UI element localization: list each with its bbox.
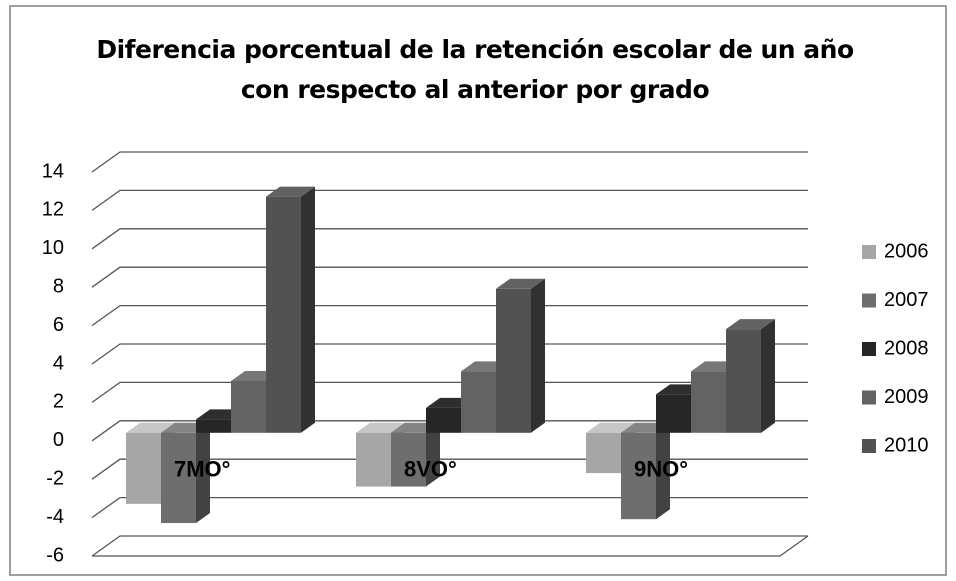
grid-line	[91, 266, 808, 288]
legend-swatch	[862, 293, 876, 308]
legend-label: 2009	[884, 386, 929, 408]
bar-front	[126, 432, 161, 504]
grid-line	[91, 420, 808, 442]
bar-front	[726, 329, 761, 433]
bar-side	[426, 422, 440, 487]
grid-line	[91, 343, 808, 365]
chart-title: Diferencia porcentual de la retención es…	[96, 35, 854, 104]
legend-label: 2007	[884, 289, 929, 311]
bar-front	[391, 432, 426, 487]
category-label: 7MO°	[174, 457, 230, 482]
y-tick-label: 6	[53, 314, 64, 336]
bar-front	[426, 407, 461, 433]
bar-side	[761, 319, 775, 433]
legend-swatch	[862, 245, 876, 259]
bar-front	[196, 419, 231, 433]
y-tick-label: 0	[53, 429, 64, 451]
y-tick-label: 12	[42, 199, 64, 221]
grid-line	[91, 228, 808, 250]
grid-line	[91, 535, 808, 557]
bar-front	[691, 371, 726, 433]
y-tick-label: -6	[46, 544, 64, 566]
bar	[496, 278, 545, 433]
grid-line	[91, 304, 808, 327]
bar	[161, 422, 210, 524]
bar-front	[621, 432, 656, 520]
y-tick-label: 4	[53, 352, 64, 374]
bar-top	[496, 278, 545, 289]
bar-front	[356, 432, 391, 487]
bar-front	[161, 432, 196, 524]
bar-top	[726, 319, 775, 330]
grid-line	[91, 458, 808, 480]
floor-edge	[92, 535, 809, 557]
legend-swatch	[862, 439, 876, 453]
grid-line	[91, 381, 808, 403]
bar-top	[266, 186, 315, 197]
grid-line	[91, 496, 808, 519]
bar-top	[586, 422, 635, 433]
bar-side	[656, 422, 670, 520]
category-label: 9NO°	[634, 457, 688, 482]
category-label: 8VO°	[404, 457, 457, 482]
bar-side	[301, 186, 315, 433]
bar	[726, 319, 775, 433]
grid-line	[91, 151, 808, 173]
bar-top	[126, 422, 175, 433]
bar-side	[531, 278, 545, 433]
y-tick-label: 2	[53, 391, 64, 413]
bar-front	[496, 288, 531, 433]
y-tick-label: -2	[46, 467, 64, 489]
y-tick-label: 8	[53, 275, 64, 297]
bar-side	[196, 422, 210, 524]
legend-label: 2006	[884, 240, 929, 262]
bar-front	[656, 394, 691, 433]
y-tick-label: 10	[42, 237, 64, 259]
bar-top	[356, 422, 405, 433]
bar-front	[461, 371, 496, 433]
bar-front	[266, 196, 301, 433]
legend-swatch	[862, 390, 876, 405]
bar-front	[586, 432, 621, 474]
bar	[266, 186, 315, 433]
bar	[621, 422, 670, 520]
legend-label: 2008	[884, 337, 929, 359]
legend-swatch	[862, 342, 876, 356]
bar-front	[231, 380, 266, 433]
legend-label: 2010	[884, 434, 929, 456]
y-tick-label: 14	[42, 160, 64, 182]
y-tick-label: -4	[46, 506, 64, 528]
grid-line	[91, 189, 808, 211]
